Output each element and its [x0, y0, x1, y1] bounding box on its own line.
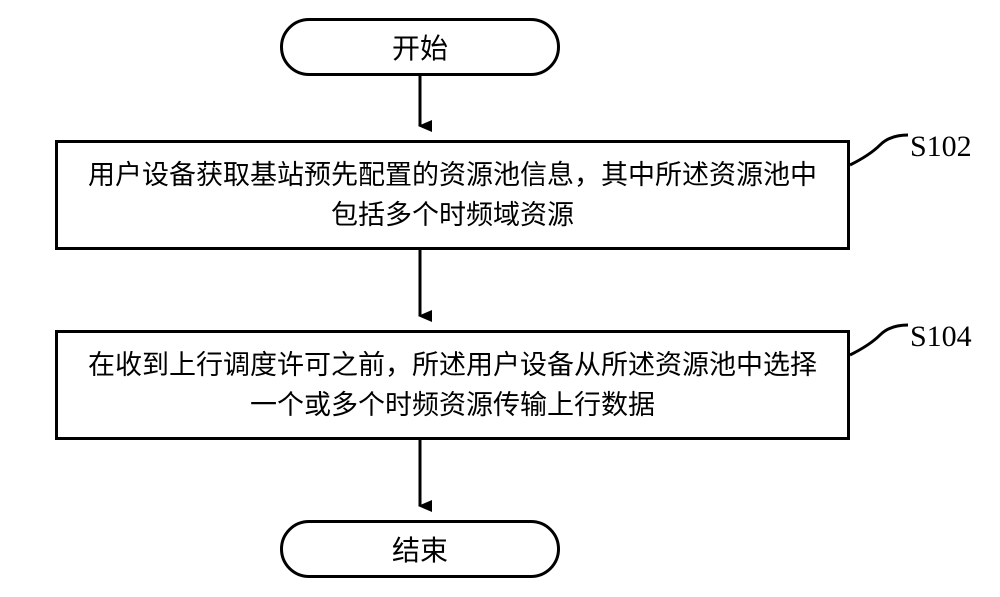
- process-s102: 用户设备获取基站预先配置的资源池信息，其中所述资源池中包括多个时频域资源: [55, 140, 850, 250]
- start-node: 开始: [280, 18, 560, 76]
- edges-overlay: [0, 0, 1000, 597]
- process-s104: 在收到上行调度许可之前，所述用户设备从所述资源池中选择一个或多个时频资源传输上行…: [55, 330, 850, 440]
- step-label-s104: S104: [910, 320, 972, 354]
- process-s104-text: 在收到上行调度许可之前，所述用户设备从所述资源池中选择一个或多个时频资源传输上行…: [78, 345, 827, 426]
- connector-s104: [850, 325, 908, 355]
- start-label: 开始: [392, 27, 448, 67]
- end-node: 结束: [280, 520, 560, 578]
- step-label-s102: S102: [910, 130, 972, 164]
- end-label: 结束: [392, 529, 448, 569]
- process-s102-text: 用户设备获取基站预先配置的资源池信息，其中所述资源池中包括多个时频域资源: [78, 155, 827, 236]
- flowchart-canvas: 开始 用户设备获取基站预先配置的资源池信息，其中所述资源池中包括多个时频域资源 …: [0, 0, 1000, 597]
- connector-s102: [850, 135, 908, 165]
